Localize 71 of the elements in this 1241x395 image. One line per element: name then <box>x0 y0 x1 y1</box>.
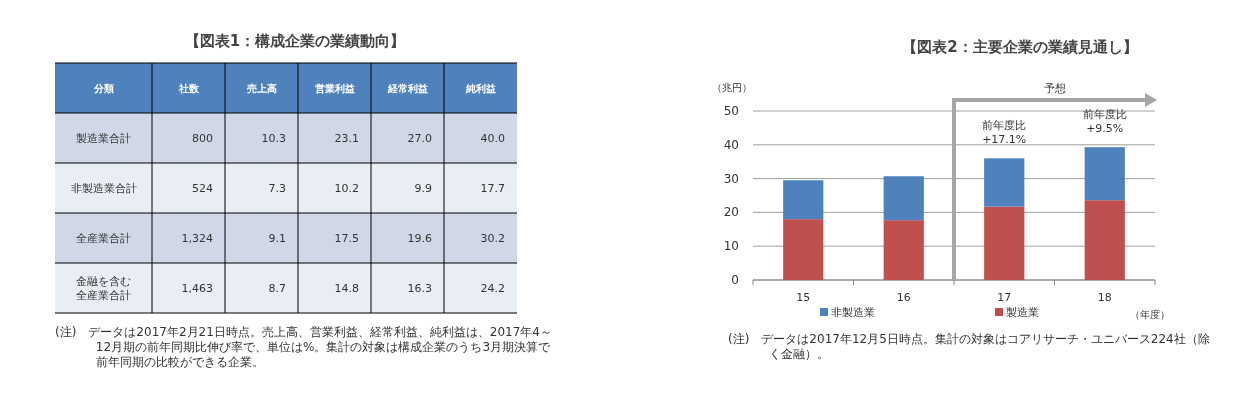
cell: 14.8 <box>298 263 371 313</box>
chart-title: 【図表1：構成企業の業績動向】 <box>184 32 406 50</box>
text: (注) データは2017年2月21日時点。売上高、営業利益、経常利益、純利益は、2017年4～12月期の前年同期比伸び率で、単位は%。集計の対象は構成企業のうち3月期決算で前年同期の比較ができる企業。 <box>55 325 553 370</box>
data-label: 9.9 <box>414 182 432 195</box>
annotation: 前年度比 +17.1% <box>982 119 1027 147</box>
y-tick-label: 30 <box>723 171 739 186</box>
y-tick-label: 金融を含む全産業合計 <box>76 275 131 302</box>
cell: 1,463 <box>152 263 225 313</box>
y-axis-title: （兆円） <box>712 82 752 93</box>
cell: 1,324 <box>152 213 225 263</box>
annotation: 前年度比 +9.5% <box>1082 108 1127 136</box>
legend-label: 非製造業 <box>831 306 875 319</box>
x-tick-label: 15 <box>796 291 811 304</box>
y-tick-label: 20 <box>723 205 739 220</box>
x-tick-label: 社数 <box>177 83 200 94</box>
data-label: 800 <box>192 132 213 145</box>
x-tick-label: 売上高 <box>246 83 277 94</box>
cell: 19.6 <box>371 213 444 263</box>
data-label: 19.6 <box>407 232 432 245</box>
x-tick-label: 17 <box>997 291 1012 304</box>
cell: 30.2 <box>444 213 517 263</box>
cell: 10.2 <box>298 163 371 213</box>
data-label: 17.5 <box>334 232 359 245</box>
y-tick-label: 50 <box>723 104 739 118</box>
x-tick-label: 16 <box>896 291 911 304</box>
data-label: 14.8 <box>334 282 359 295</box>
cell: 7.3 <box>225 163 298 213</box>
data-label: 10.3 <box>261 132 286 145</box>
cell: 17.7 <box>444 163 517 213</box>
cell: 10.3 <box>225 113 298 163</box>
cell: 8.7 <box>225 263 298 313</box>
data-label: 23.1 <box>334 132 359 145</box>
data-label: 524 <box>192 182 213 195</box>
data-label: 8.7 <box>268 282 286 295</box>
data-label: 1,463 <box>181 282 213 295</box>
x-axis-title: （年度） <box>1130 309 1170 320</box>
data-label: 30.2 <box>480 232 505 245</box>
data-label: 9.1 <box>268 232 286 245</box>
chart-title: 【図表2：主要企業の業績見通し】 <box>902 38 1138 56</box>
cell: 800 <box>152 113 225 163</box>
cell: 27.0 <box>371 113 444 163</box>
cell: 524 <box>152 163 225 213</box>
y-tick-label: 0 <box>731 273 739 287</box>
y-tick-label: 10 <box>723 239 739 254</box>
text: 予想 <box>1043 82 1066 95</box>
data-label: 27.0 <box>407 132 432 145</box>
x-tick-label: 経常利益 <box>386 83 428 94</box>
cell: 17.5 <box>298 213 371 263</box>
data-label: 10.2 <box>334 182 359 195</box>
cell: 16.3 <box>371 263 444 313</box>
cell: 23.1 <box>298 113 371 163</box>
x-tick-label: 純利益 <box>464 83 496 94</box>
cell: 9.1 <box>225 213 298 263</box>
cell: 9.9 <box>371 163 444 213</box>
cell: 40.0 <box>444 113 517 163</box>
y-tick-label: 製造業合計 <box>76 132 131 145</box>
data-label: 40.0 <box>480 132 505 145</box>
y-tick-label: 全産業合計 <box>76 232 131 245</box>
y-tick-label: 40 <box>723 137 739 152</box>
data-label: 7.3 <box>268 182 286 195</box>
data-label: 1,324 <box>181 232 213 245</box>
x-tick-label: 18 <box>1097 291 1112 304</box>
data-label: 17.7 <box>480 182 505 195</box>
y-axis-title: 分類 <box>92 83 114 94</box>
text: (注) データは2017年12月5日時点。集計の対象はコアリサーチ・ユニバース224社（除く金融）。 <box>728 332 1211 362</box>
cell: 24.2 <box>444 263 517 313</box>
legend-label: 製造業 <box>1006 306 1039 319</box>
data-label: 24.2 <box>480 282 505 295</box>
x-tick-label: 営業利益 <box>314 83 355 94</box>
data-label: 16.3 <box>407 282 432 295</box>
y-tick-label: 非製造業合計 <box>70 182 137 195</box>
